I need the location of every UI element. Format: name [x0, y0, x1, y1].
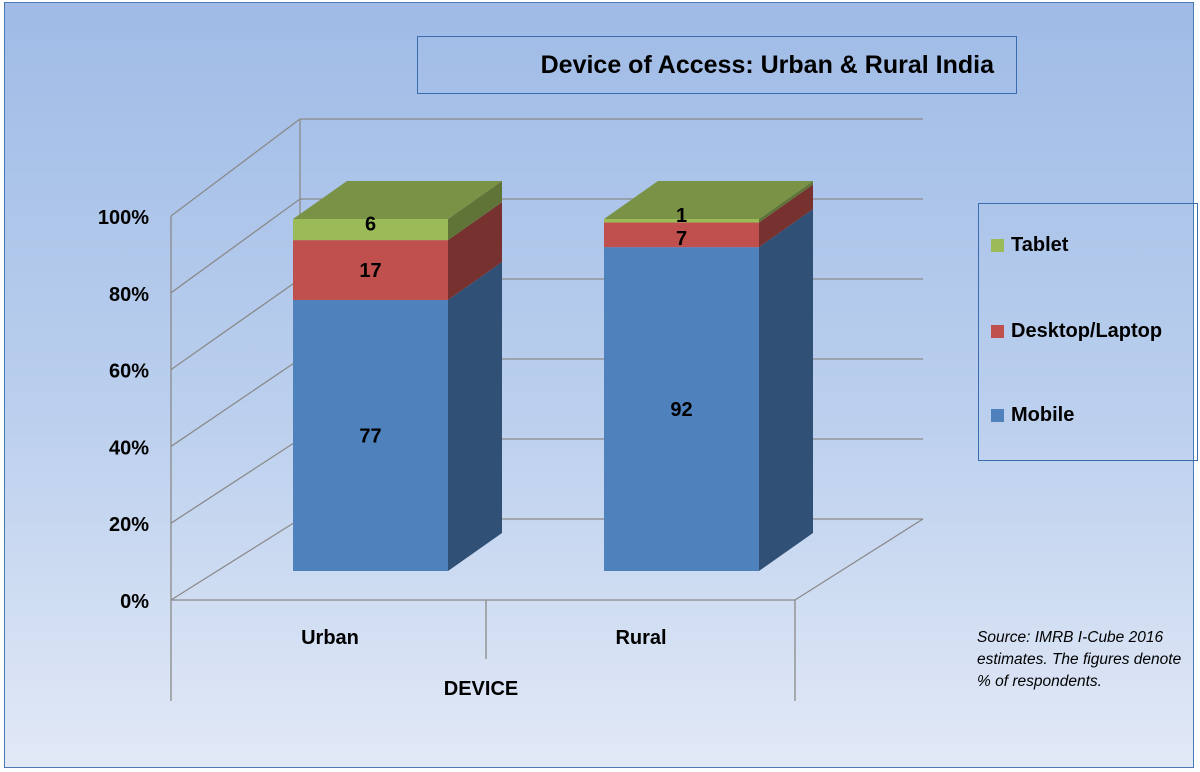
- y-tick-label: 0%: [120, 591, 149, 613]
- bar-urban-mobile-side: [448, 261, 502, 571]
- chart-area: 0% 20% 40% 60% 80% 100% 77 17 6 92 7 1 Urban Rural …: [4, 2, 1198, 768]
- legend-item-tablet: Tablet: [991, 234, 1068, 257]
- bar-rural-mobile-front: [604, 247, 759, 571]
- side-gridline: [170, 518, 301, 601]
- y-axis-tick-labels: 0% 20% 40% 60% 80% 100%: [98, 207, 149, 613]
- y-tick-label: 80%: [109, 284, 149, 306]
- side-gridline: [170, 438, 301, 524]
- bar-urban-desktop-laptop-side: [448, 202, 502, 300]
- x-category-label-rural: Rural: [615, 627, 666, 649]
- chart-title: Device of Access: Urban & Rural India: [540, 50, 994, 79]
- data-label-rural-mobile: 92: [670, 399, 692, 421]
- side-gridline: [170, 358, 301, 447]
- bar-rural-desktop-laptop-front: [604, 222, 759, 248]
- legend-label-tablet: Tablet: [1011, 234, 1069, 256]
- data-label-rural-desktop-laptop: 7: [676, 228, 687, 250]
- bar-stack-urban: 77 17 6: [293, 181, 502, 571]
- side-gridline: [170, 198, 301, 294]
- y-tick-label: 100%: [98, 207, 149, 229]
- side-gridline: [170, 118, 301, 217]
- x-axis-category-labels: Urban Rural: [301, 627, 666, 649]
- data-label-urban-desktop-laptop: 17: [359, 260, 381, 282]
- bar-urban-desktop-laptop-front: [293, 240, 448, 300]
- bar-urban-top-face: [293, 181, 502, 219]
- bar-urban-mobile-front: [293, 299, 448, 571]
- legend: Tablet Desktop/Laptop Mobile: [978, 203, 1198, 461]
- legend-item-mobile: Mobile: [991, 404, 1074, 427]
- side-gridline: [170, 278, 301, 371]
- bar-stack-rural: 92 71: [604, 181, 813, 571]
- legend-label-mobile: Mobile: [1011, 404, 1075, 426]
- x-axis-title: DEVICE: [444, 678, 518, 700]
- data-label-urban-tablet: 6: [365, 214, 376, 236]
- x-category-label-urban: Urban: [301, 627, 359, 649]
- bar-urban-tablet-front: [293, 219, 448, 241]
- bar-rural-mobile-side: [759, 209, 813, 571]
- legend-swatch-tablet: [991, 239, 1004, 252]
- legend-item-desktop-laptop: Desktop/Laptop: [991, 320, 1162, 343]
- y-tick-label: 60%: [109, 361, 149, 383]
- y-tick-label: 20%: [109, 514, 149, 536]
- floor-right-edge: [794, 518, 924, 601]
- bar-rural-tablet-front: [604, 219, 759, 223]
- source-annotation: Source: IMRB I-Cube 2016 estimates. The …: [977, 629, 1182, 690]
- bar-rural-tablet-side: [759, 181, 813, 223]
- bar-rural-top-face: [604, 181, 813, 219]
- bar-series-group: 77 17 6 92 71: [293, 181, 813, 571]
- legend-swatch-mobile: [991, 409, 1004, 422]
- legend-swatch-desktop-laptop: [991, 325, 1004, 338]
- bar-rural-desktop-laptop-side: [759, 184, 813, 248]
- y-tick-label: 40%: [109, 437, 149, 459]
- legend-label-desktop-laptop: Desktop/Laptop: [1011, 320, 1163, 342]
- data-label-rural-tablet: 1: [676, 205, 687, 227]
- chart-title-box: Device of Access: Urban & Rural India: [417, 36, 1017, 94]
- bar-urban-tablet-side: [448, 181, 502, 241]
- data-label-urban-mobile: 77: [359, 425, 381, 447]
